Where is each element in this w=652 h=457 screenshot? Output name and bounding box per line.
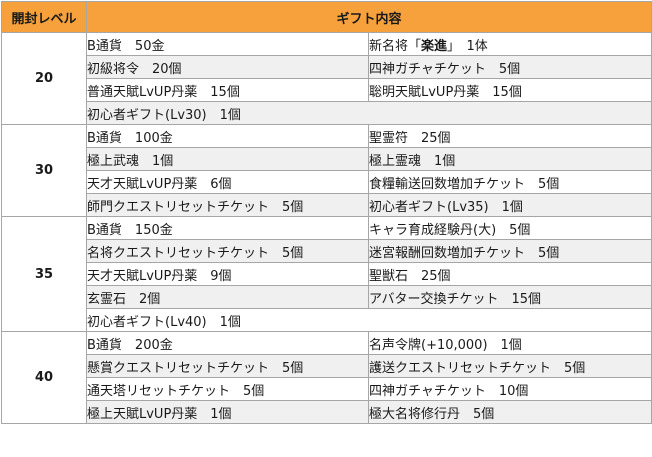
gift-item: 聖霊符 25個: [367, 124, 652, 148]
gift-table: 開封レベル ギフト内容 20 B通貨 50金 新名将「楽進」 1体 初級将令 20個四…: [1, 1, 652, 424]
header-row: 開封レベル ギフト内容: [1, 1, 652, 33]
gift-item: 師門クエストリセットチケット 5個: [86, 193, 369, 217]
level-column-header: 開封レベル: [1, 1, 87, 33]
table-row: 初心者ギフト(Lv30) 1個: [2, 101, 652, 125]
gift-column-header: ギフト内容: [85, 1, 652, 33]
level-cell: 35: [1, 216, 87, 332]
gift-item: キャラ育成経験丹(大) 5個: [367, 216, 652, 240]
gift-item: 名声令牌(+10,000) 1個: [367, 331, 652, 355]
gift-table-body: 20 B通貨 50金 新名将「楽進」 1体 初級将令 20個 四神ガチャチケット 5個普…: [1, 32, 652, 424]
table-row: 極上武魂 1個 極上霊魂 1個: [2, 147, 652, 171]
hero-name-highlight: 楽進: [421, 38, 448, 54]
gift-item: 普通天賦LvUP丹薬 15個: [86, 78, 369, 102]
table-row: 初心者ギフト(Lv40) 1個: [2, 308, 652, 332]
gift-item: 極上天賦LvUP丹薬 1個: [86, 400, 369, 424]
level-cell: 40: [1, 331, 87, 424]
table-row: 20 B通貨 50金 新名将「楽進」 1体: [1, 32, 652, 125]
level-cell: 30: [1, 124, 87, 217]
gift-item: 聡明天賦LvUP丹薬 15個: [367, 78, 652, 102]
table-row: 35 B通貨 150金 キャラ育成経験丹(大) 5個: [1, 216, 652, 332]
table-row: 懸賞クエストリセットチケット 5個 護送クエストリセットチケット 5個: [2, 354, 652, 378]
table-row: 極上天賦LvUP丹薬 1個 極大名将修行丹 5個: [2, 400, 652, 424]
gift-item: 玄霊石 2個: [86, 285, 369, 309]
gift-item: アバター交換チケット 15個: [367, 285, 652, 309]
table-row: 玄霊石 2個 アバター交換チケット 15個: [2, 285, 652, 309]
table-row: 天才天賦LvUP丹薬 6個 食糧輸送回数増加チケット 5個: [2, 170, 652, 194]
table-row: 師門クエストリセットチケット 5個 初心者ギフト(Lv35) 1個: [2, 193, 652, 217]
gift-item: 護送クエストリセットチケット 5個: [367, 354, 652, 378]
level-cell: 20: [1, 32, 87, 125]
table-row: 通天塔リセットチケット 5個 四神ガチャチケット 10個: [2, 377, 652, 401]
gift-item: 新名将「楽進」 1体: [367, 32, 652, 56]
gift-item: 迷宮報酬回数増加チケット 5個: [367, 239, 652, 263]
gift-item: 初心者ギフト(Lv35) 1個: [367, 193, 652, 217]
gift-item: 初級将令 20個: [86, 55, 369, 79]
gift-item: 食糧輸送回数増加チケット 5個: [367, 170, 652, 194]
gift-item: 通天塔リセットチケット 5個: [86, 377, 369, 401]
table-row: 天才天賦LvUP丹薬 9個 聖獣石 25個: [2, 262, 652, 286]
gift-item: 天才天賦LvUP丹薬 6個: [86, 170, 369, 194]
table-row: 40 B通貨 200金 名声令牌(+10,000) 1個: [1, 331, 652, 424]
gift-item: B通貨 50金: [86, 32, 369, 56]
gift-item: 初心者ギフト(Lv30) 1個: [85, 101, 652, 125]
gift-item: 天才天賦LvUP丹薬 9個: [86, 262, 369, 286]
gift-item: 懸賞クエストリセットチケット 5個: [86, 354, 369, 378]
gift-item: 初心者ギフト(Lv40) 1個: [85, 308, 652, 332]
gift-item: B通貨 150金: [86, 216, 369, 240]
gift-item: 極大名将修行丹 5個: [367, 400, 652, 424]
gift-item: 四神ガチャチケット 5個: [367, 55, 652, 79]
gift-item: B通貨 100金: [86, 124, 369, 148]
table-row: 普通天賦LvUP丹薬 15個 聡明天賦LvUP丹薬 15個: [2, 78, 652, 102]
table-row: 初級将令 20個 四神ガチャチケット 5個: [2, 55, 652, 79]
gift-item: 聖獣石 25個: [367, 262, 652, 286]
gift-item: 極上霊魂 1個: [367, 147, 652, 171]
gift-item: B通貨 200金: [86, 331, 369, 355]
gift-item: 四神ガチャチケット 10個: [367, 377, 652, 401]
table-row: 30 B通貨 100金 聖霊符 25個: [1, 124, 652, 217]
table-row: 名将クエストリセットチケット 5個 迷宮報酬回数増加チケット 5個: [2, 239, 652, 263]
gift-item: 名将クエストリセットチケット 5個: [86, 239, 369, 263]
gift-item: 極上武魂 1個: [86, 147, 369, 171]
